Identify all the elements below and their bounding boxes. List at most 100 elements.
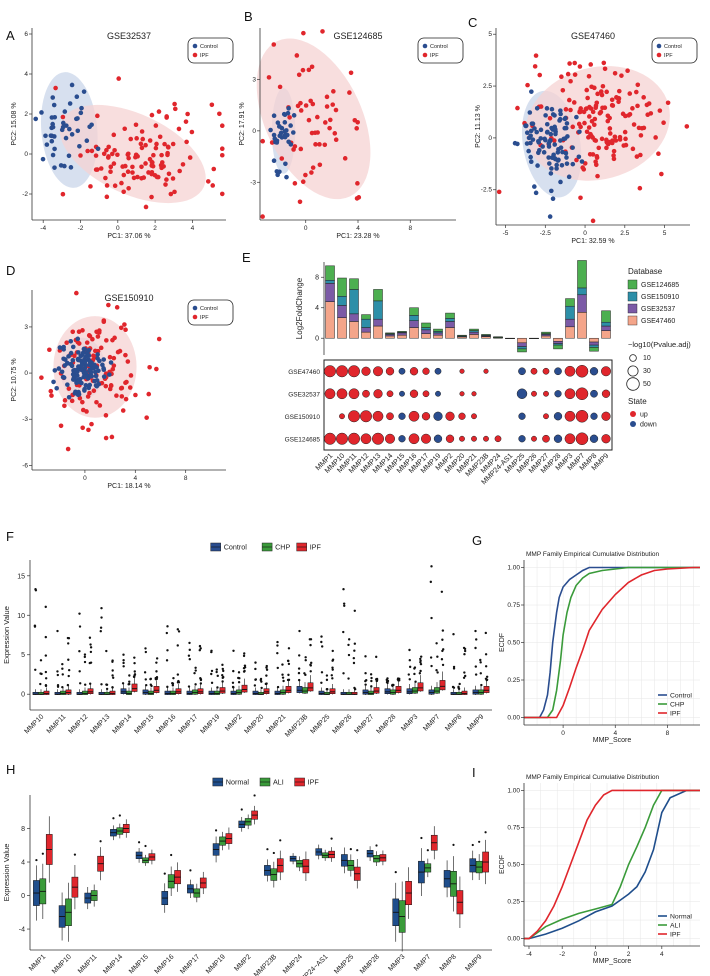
outlier: [232, 669, 235, 673]
x-tick-label: -4: [526, 951, 532, 958]
x-axis-label: PC1: 18.14 %: [107, 483, 150, 490]
legend-label: up: [640, 412, 648, 419]
point-control: [60, 120, 66, 126]
x-tick-label: 5: [663, 230, 667, 237]
outlier: [475, 638, 478, 641]
point-ipf: [589, 118, 595, 124]
point-ipf: [76, 341, 82, 346]
x-tick-label: -5: [503, 230, 509, 237]
point-ipf: [166, 145, 171, 150]
outlier: [188, 658, 191, 661]
point-ipf: [599, 92, 605, 98]
point-ipf: [139, 129, 145, 134]
point-ipf: [155, 174, 161, 180]
dot-up: [385, 433, 395, 444]
point-control: [551, 152, 556, 158]
point-ipf: [622, 129, 628, 135]
y-tick-label: 6: [24, 31, 28, 38]
x-tick-label: MMP19: [205, 953, 227, 975]
point-ipf: [219, 152, 225, 158]
outlier: [83, 683, 87, 686]
point-control: [532, 126, 537, 131]
bar-gse124685: [385, 332, 395, 334]
point-ipf: [635, 103, 640, 109]
bar-gse32537: [445, 321, 455, 328]
bar-gse32537: [361, 327, 371, 333]
box: [478, 689, 484, 695]
outlier: [353, 686, 356, 690]
outlier: [407, 673, 410, 676]
dot-up: [575, 364, 589, 378]
dot-up: [421, 412, 431, 421]
outlier: [88, 636, 92, 639]
y-tick-label: -2.5: [481, 187, 493, 194]
y-tick-label: 1.00: [507, 787, 520, 794]
point-ipf: [574, 157, 579, 163]
point-ipf: [65, 446, 71, 452]
outlier: [281, 673, 284, 676]
point-control: [557, 138, 563, 143]
outlier: [259, 677, 263, 681]
point-control: [63, 357, 68, 362]
point-ipf: [211, 166, 217, 172]
outlier: [128, 680, 131, 683]
point-ipf: [593, 159, 598, 165]
point-ipf: [599, 136, 605, 142]
legend-label: IPF: [200, 315, 209, 321]
outlier: [176, 644, 179, 647]
y-tick-label: 0.00: [507, 936, 520, 943]
point-ipf: [86, 427, 91, 433]
point-control: [564, 161, 570, 166]
outlier: [99, 840, 102, 843]
y-tick-label: 4: [315, 305, 319, 312]
outlier: [254, 678, 257, 681]
dot-up: [336, 388, 348, 400]
point-ipf: [85, 394, 91, 399]
outlier: [44, 635, 48, 639]
outlier: [73, 853, 77, 856]
outlier: [353, 649, 356, 652]
outlier: [221, 676, 224, 680]
point-ipf: [641, 125, 647, 131]
bar-gse124685: [409, 307, 419, 316]
point-ipf: [176, 126, 182, 132]
outlier: [243, 669, 246, 673]
outlier: [286, 678, 290, 682]
outlier: [144, 650, 148, 654]
point-ipf: [94, 329, 99, 335]
dot-down: [433, 411, 443, 421]
x-tick-label: MMP16: [154, 953, 176, 975]
outlier: [298, 629, 301, 633]
bar-gse150910: [337, 296, 347, 306]
point-control: [271, 158, 277, 163]
point-control: [77, 143, 82, 149]
outlier: [347, 638, 351, 641]
point-control: [562, 125, 568, 131]
point-ipf: [315, 114, 320, 120]
outlier: [171, 682, 175, 685]
point-ipf: [333, 107, 339, 113]
outlier: [61, 685, 64, 689]
point-ipf: [300, 179, 306, 184]
point-ipf: [39, 375, 44, 380]
box: [362, 689, 369, 695]
dot-up: [324, 365, 336, 378]
y-tick-label: 10: [17, 613, 25, 620]
outlier: [419, 669, 422, 673]
box: [82, 690, 88, 695]
chart-title: MMP Family Empirical Cumulative Distribu…: [526, 774, 660, 781]
x-tick-label: MMP17: [179, 953, 201, 975]
point-ipf: [533, 53, 539, 58]
box: [219, 687, 226, 694]
point-ipf: [58, 423, 64, 429]
x-tick-label: MMP12: [67, 713, 89, 735]
point-ipf: [586, 114, 592, 119]
point-ipf: [279, 156, 285, 161]
outlier: [298, 654, 301, 657]
point-ipf: [172, 106, 178, 112]
outlier: [194, 683, 197, 686]
y-tick-label: 0.25: [507, 899, 520, 906]
point-ipf: [610, 138, 615, 143]
point-control: [544, 121, 550, 127]
outlier: [128, 674, 131, 677]
